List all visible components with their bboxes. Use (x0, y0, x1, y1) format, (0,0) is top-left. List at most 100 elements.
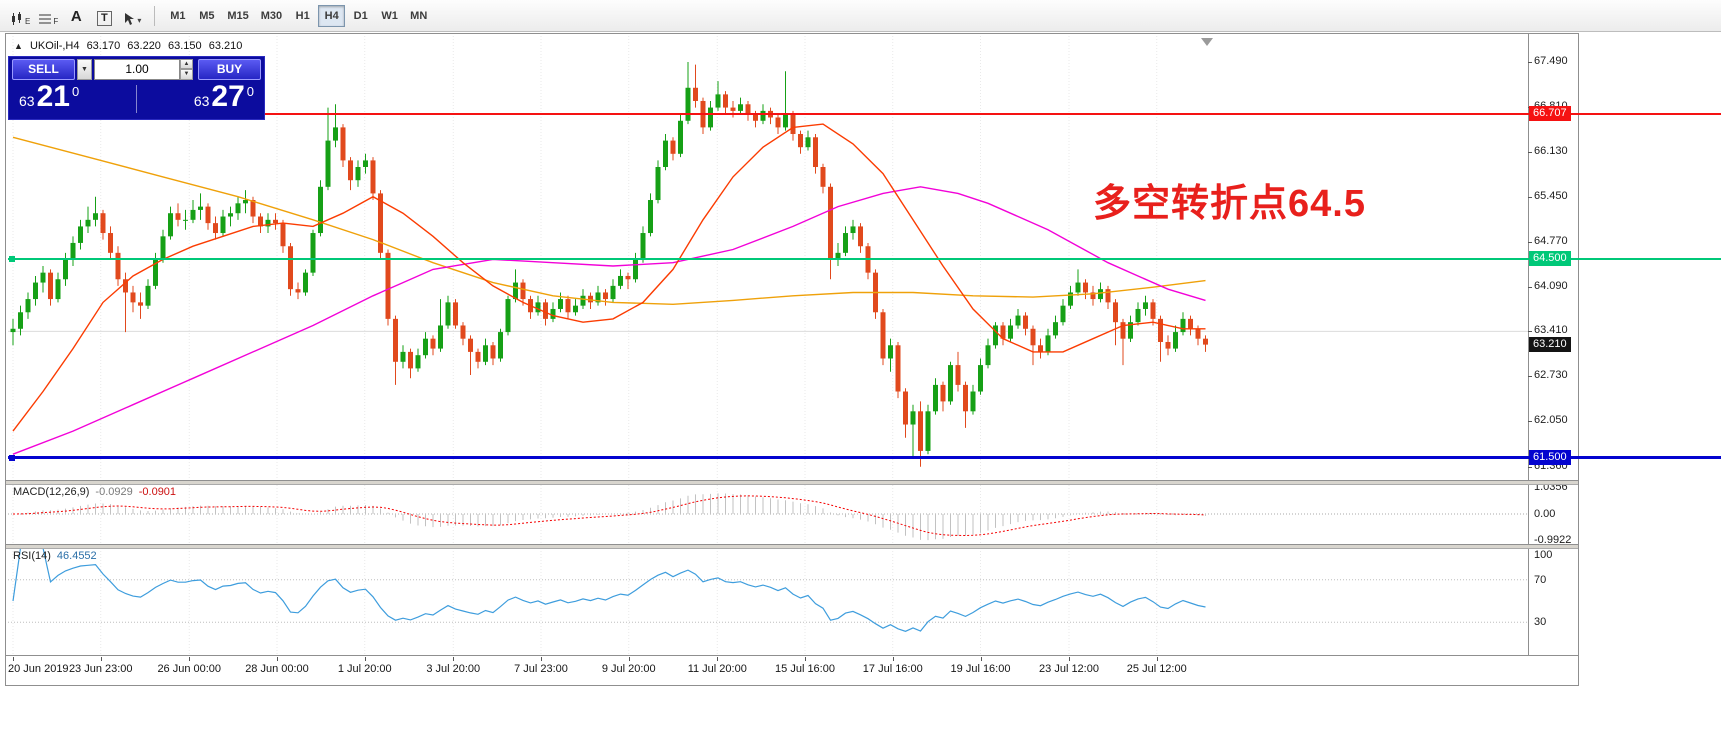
trade-panel-collapse-icon[interactable]: ▲ (14, 41, 23, 51)
draw-tools-button[interactable]: ▾ (118, 4, 146, 28)
candle-body (228, 213, 233, 217)
candle-body (175, 213, 181, 220)
candle-body (70, 242, 76, 260)
main-chart-plot[interactable] (8, 36, 1528, 480)
time-axis-tick (13, 657, 14, 661)
candle-body (348, 160, 353, 181)
time-axis-label: 7 Jul 23:00 (514, 663, 568, 675)
candle-body (663, 140, 668, 168)
ma-slow-magenta (12, 186, 1206, 455)
candle-body (888, 345, 893, 359)
candle-body (1120, 322, 1126, 339)
candle-body (745, 104, 751, 115)
symbol-name: UKOil-,H4 (29, 40, 80, 52)
macd-panel-separator[interactable] (6, 480, 1578, 485)
price-axis-tick (1528, 286, 1532, 288)
candle-body (280, 223, 286, 247)
timeframe-button-W1[interactable]: W1 (376, 5, 403, 27)
time-axis-tick (100, 657, 102, 661)
price-axis-tick (1528, 196, 1532, 198)
pivot-line[interactable] (8, 258, 1721, 261)
buy-button[interactable]: BUY (198, 58, 261, 80)
rsi-panel-separator[interactable] (6, 544, 1578, 549)
candle-body (363, 160, 368, 168)
candle-body (385, 252, 391, 319)
time-axis-tick (453, 657, 455, 661)
candle-body (640, 233, 646, 260)
timeframe-button-M30[interactable]: M30 (256, 5, 287, 27)
sell-price-quote[interactable]: 63 21 0 (19, 80, 80, 113)
candle-body (1173, 332, 1178, 349)
resistance-line[interactable] (8, 112, 1721, 115)
timeframe-button-H1[interactable]: H1 (289, 5, 316, 27)
candle-body (910, 411, 916, 425)
support-line[interactable] (8, 456, 1721, 460)
ohlc-low: 63.150 (168, 40, 202, 52)
support-line-handle[interactable] (9, 454, 15, 461)
candle-body (325, 140, 331, 187)
candle-body (190, 209, 196, 220)
price-axis-separator (1528, 34, 1529, 655)
timeframe-button-MN[interactable]: MN (405, 5, 432, 27)
candle-body (423, 338, 428, 356)
lot-dropdown-button[interactable]: ▼ (77, 58, 92, 80)
candle-body (213, 223, 218, 234)
rsi-panel[interactable] (8, 548, 1528, 654)
candle-body (843, 233, 848, 253)
time-axis[interactable]: 20 Jun 2019 23 Jun 23:00 26 Jun 00:00 28 Ju… (8, 657, 1578, 683)
timeframe-button-M15[interactable]: M15 (222, 5, 253, 27)
time-axis-tick (1156, 657, 1158, 661)
time-axis-label: 15 Jul 16:00 (775, 663, 835, 675)
time-axis-tick (541, 657, 542, 661)
time-axis-label: 26 Jun 00:00 (157, 663, 222, 675)
candle-body (48, 272, 53, 300)
candle-body (415, 355, 421, 369)
candle-body (1203, 338, 1208, 345)
time-axis-label: 23 Jul 12:00 (1039, 663, 1099, 675)
candle-body (130, 292, 136, 303)
candle-body (1135, 308, 1141, 323)
candle-body (430, 338, 436, 349)
pivot-line-handle[interactable] (9, 256, 15, 263)
grid-list-icon[interactable]: F (34, 4, 62, 28)
timeframe-button-D1[interactable]: D1 (347, 5, 374, 27)
ma-fast-red (12, 123, 1206, 432)
chart-objects-icon[interactable]: E (6, 4, 34, 28)
candle-body (1068, 292, 1073, 306)
candle-body (303, 272, 308, 293)
sell-button[interactable]: SELL (12, 58, 75, 80)
candle-body (858, 226, 863, 247)
candle-body (1128, 322, 1133, 339)
grid-glyph (39, 14, 52, 23)
timeframe-button-H4[interactable]: H4 (318, 4, 346, 27)
textbox-tool-button[interactable]: T (90, 4, 118, 28)
candle-body (903, 391, 908, 425)
timeframe-button-M1[interactable]: M1 (164, 5, 191, 27)
buy-price-quote[interactable]: 63 27 0 (193, 80, 254, 113)
trend-annotation-text[interactable]: 多空转折点64.5 (1093, 183, 1366, 225)
text-tool-button[interactable]: A (62, 4, 90, 28)
chart-shift-marker-icon[interactable] (1201, 38, 1213, 46)
macd-panel[interactable] (8, 485, 1528, 543)
candle-body (573, 305, 578, 313)
lot-spinner-up-icon[interactable]: ▲ (180, 58, 193, 69)
candle-body (1090, 292, 1096, 300)
candle-body (1023, 315, 1028, 329)
toolbar: E F A T ▾ M1 M5 M15 M30 H1 H4 D1 W1 MN (0, 0, 1721, 32)
candle-body (948, 365, 953, 402)
candle-body (288, 246, 293, 290)
candles-glyph (12, 11, 21, 25)
lot-spinner-down-icon[interactable]: ▼ (180, 69, 193, 80)
lot-size-input[interactable] (94, 58, 180, 80)
candle-body (138, 302, 143, 306)
candle-body (828, 186, 833, 260)
timeframe-button-M5[interactable]: M5 (193, 5, 220, 27)
candle-body (940, 384, 946, 402)
candle-body (63, 259, 68, 280)
ohlc-open: 63.170 (86, 40, 121, 52)
candle-body (1150, 302, 1156, 319)
cursor-arrow-glyph (125, 12, 135, 25)
support-price-label: 61.500 (1529, 449, 1571, 465)
candle-body (670, 140, 676, 154)
candle-body (1075, 282, 1081, 293)
